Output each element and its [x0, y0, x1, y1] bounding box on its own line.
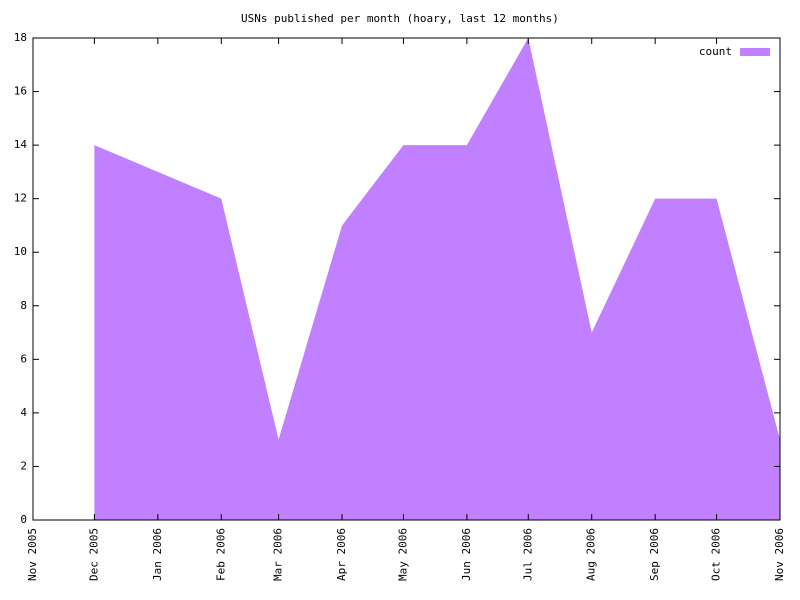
legend-label: count [699, 45, 732, 58]
chart-title: USNs published per month (hoary, last 12… [241, 12, 559, 25]
y-tick-label: 10 [14, 245, 27, 258]
x-tick-label: Apr 2006 [335, 528, 348, 581]
y-tick-label: 16 [14, 85, 27, 98]
y-tick-label: 2 [20, 459, 27, 472]
x-tick-label: Jul 2006 [521, 528, 534, 581]
x-tick-label: Feb 2006 [214, 528, 227, 581]
x-tick-label: May 2006 [396, 528, 409, 581]
x-tick-label: Nov 2005 [26, 528, 39, 581]
y-tick-label: 0 [20, 513, 27, 526]
plot-frame [32, 37, 781, 521]
y-tick-label: 18 [14, 31, 27, 44]
x-tick-label: Aug 2006 [585, 528, 598, 581]
x-tick-label: Jan 2006 [151, 528, 164, 581]
x-tick-label: Sep 2006 [648, 528, 661, 581]
y-tick-label: 12 [14, 192, 27, 205]
x-tick-label: Jun 2006 [460, 528, 473, 581]
x-tick-label: Oct 2006 [710, 528, 723, 581]
y-tick-label: 6 [20, 352, 27, 365]
x-tick-label: Nov 2006 [773, 528, 786, 581]
y-tick-label: 14 [14, 138, 28, 151]
x-tick-label: Dec 2005 [87, 528, 100, 581]
y-tick-label: 4 [20, 406, 27, 419]
y-tick-label: 8 [20, 299, 27, 312]
x-tick-label: Mar 2006 [272, 528, 285, 581]
legend-swatch [740, 48, 770, 56]
area [94, 38, 780, 520]
